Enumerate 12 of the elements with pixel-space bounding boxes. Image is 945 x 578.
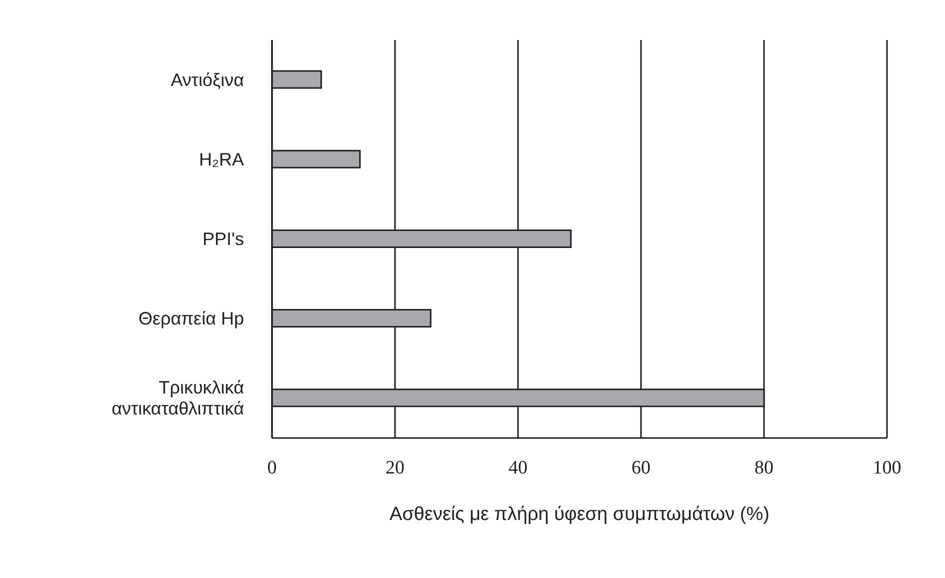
y-tick-label: Θεραπεία Hp bbox=[138, 308, 244, 329]
x-tick-label: 100 bbox=[872, 457, 902, 478]
y-tick-label: H₂RA bbox=[199, 149, 244, 170]
y-tick-label: Αντιόξινα bbox=[170, 70, 244, 90]
y-tick-label: Τρικυκλικά αντικαταθλιπτικά bbox=[112, 378, 244, 419]
x-tick-label: 0 bbox=[267, 457, 277, 478]
x-axis-title: Ασθενείς με πλήρη ύφεση συμπτωμάτων (%) bbox=[390, 504, 770, 525]
x-tick-label: 20 bbox=[386, 457, 404, 478]
x-tick-label: 40 bbox=[508, 457, 528, 478]
y-tick-label: PPI's bbox=[202, 229, 244, 249]
x-tick-label: 80 bbox=[754, 457, 774, 478]
x-tick-label: 60 bbox=[632, 457, 650, 478]
